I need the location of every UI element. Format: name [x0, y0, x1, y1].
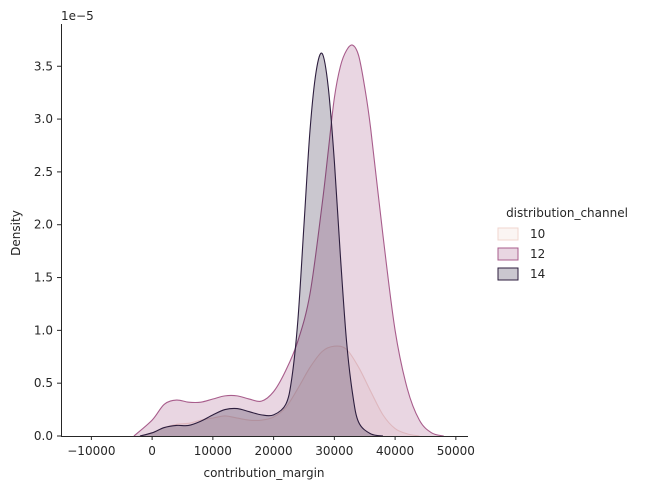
- density-areas: [133, 44, 444, 437]
- y-tick-label: 2.5: [34, 165, 53, 179]
- density-fill-12: [133, 44, 444, 436]
- density-line-12: [133, 44, 444, 437]
- y-tick-label: 0.5: [34, 376, 53, 390]
- density-fill-14: [139, 53, 383, 436]
- x-ticks: −10000 0 10000 20000 30000 40000 50000: [67, 436, 475, 458]
- y-tick-label: 0.0: [34, 429, 53, 443]
- y-tick-label: 2.0: [34, 218, 53, 232]
- y-tick-label: 1.0: [34, 323, 53, 337]
- y-ticks: 0.0 0.5 1.0 1.5 2.0 2.5 3.0 3.5: [34, 59, 61, 443]
- x-tick-label: 50000: [437, 444, 475, 458]
- x-tick-label: 10000: [194, 444, 232, 458]
- y-tick-label: 3.0: [34, 112, 53, 126]
- legend-swatch-12: [497, 247, 519, 261]
- y-axis-label: Density: [9, 210, 23, 256]
- axes-spines: [61, 24, 468, 437]
- y-tick-label: 3.5: [34, 59, 53, 73]
- legend-swatch-14: [497, 267, 519, 281]
- legend-label-14: 14: [530, 267, 545, 281]
- x-tick-label: 40000: [376, 444, 414, 458]
- legend-label-10: 10: [530, 227, 545, 241]
- y-offset-label: 1e−5: [61, 9, 94, 23]
- density-line-10: [139, 345, 420, 437]
- x-tick-label: −10000: [67, 444, 115, 458]
- legend: distribution_channel 10 12 14: [497, 206, 628, 281]
- x-tick-label: 30000: [315, 444, 353, 458]
- legend-title: distribution_channel: [506, 206, 628, 220]
- x-axis-label: contribution_margin: [203, 466, 324, 480]
- legend-label-12: 12: [530, 247, 545, 261]
- x-tick-label: 20000: [255, 444, 293, 458]
- x-tick-label: 0: [148, 444, 156, 458]
- legend-swatch-10: [497, 227, 519, 241]
- y-tick-label: 1.5: [34, 271, 53, 285]
- density-line-14: [139, 52, 384, 437]
